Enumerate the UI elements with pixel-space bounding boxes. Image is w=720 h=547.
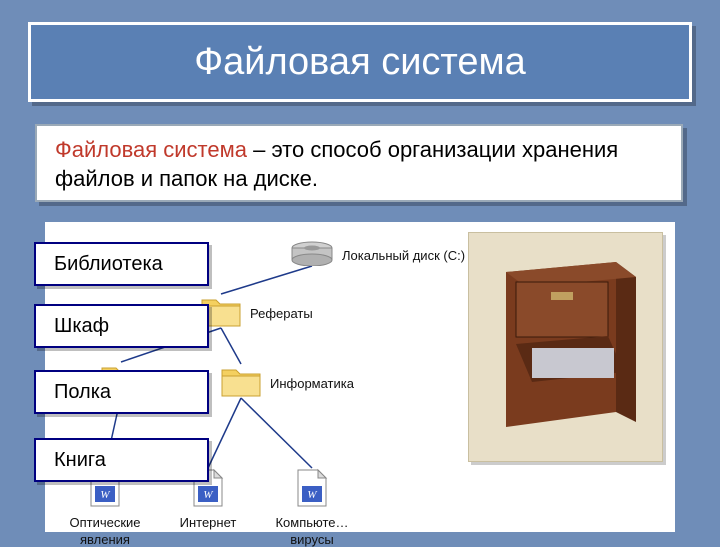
definition-term: Файловая система bbox=[55, 137, 247, 162]
analogy-label-3: Книга bbox=[34, 438, 209, 482]
analogy-label-1: Шкаф bbox=[34, 304, 209, 348]
svg-text:W: W bbox=[100, 489, 110, 501]
node-label: Информатика bbox=[270, 376, 354, 391]
diagram-canvas: Локальный диск (С:) Рефераты Информатика W О… bbox=[45, 222, 675, 532]
tree-node-f2b: Информатика bbox=[220, 364, 354, 403]
node-label: Компьюте… bbox=[275, 515, 348, 530]
disk-icon bbox=[290, 240, 334, 271]
svg-text:W: W bbox=[307, 489, 317, 501]
tree-node-root: Локальный диск (С:) bbox=[290, 240, 465, 271]
file-icon: W bbox=[296, 468, 328, 513]
node-label: Интернет bbox=[180, 515, 237, 530]
node-label: Локальный диск (С:) bbox=[342, 248, 465, 263]
cabinet-icon bbox=[486, 252, 646, 442]
node-label: Рефераты bbox=[250, 306, 313, 321]
definition-box: Файловая система – это способ организаци… bbox=[35, 124, 683, 202]
svg-text:W: W bbox=[203, 489, 213, 501]
tree-node-leaf3: WКомпьюте…вирусы bbox=[277, 468, 347, 547]
analogy-label-0: Библиотека bbox=[34, 242, 209, 286]
folder-icon bbox=[220, 364, 262, 403]
slide-title: Файловая система bbox=[194, 41, 526, 84]
node-label: Оптические bbox=[69, 515, 140, 530]
slide-title-banner: Файловая система bbox=[28, 22, 692, 102]
analogy-label-2: Полка bbox=[34, 370, 209, 414]
cabinet-photo bbox=[468, 232, 663, 462]
tree-node-f1: Рефераты bbox=[200, 294, 313, 333]
